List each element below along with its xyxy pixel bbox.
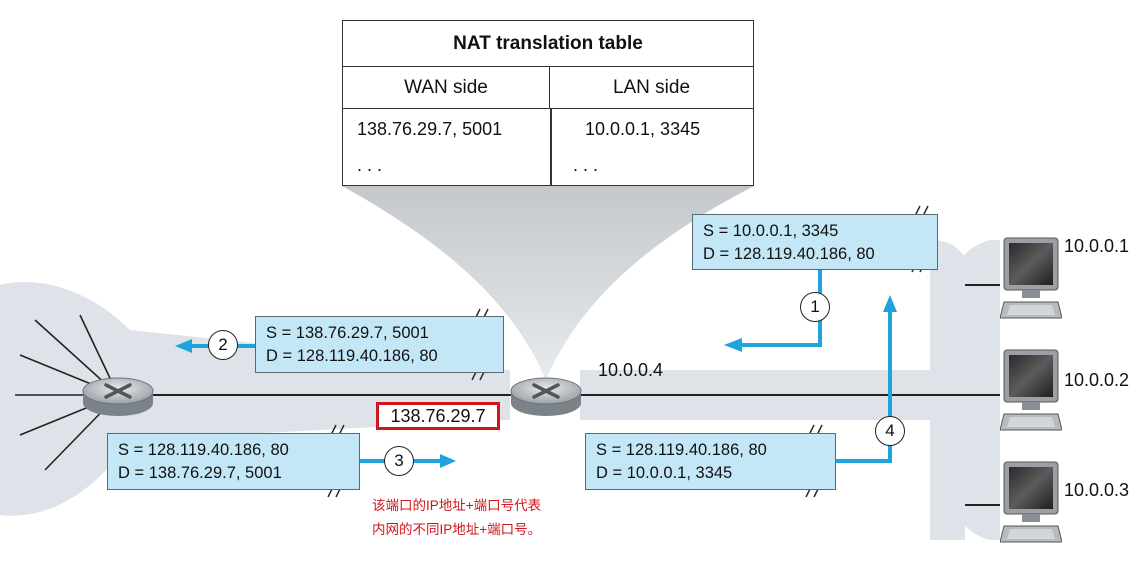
nat-row-lan: 10.0.0.1, 3345 <box>585 119 701 139</box>
arrow-heads <box>175 295 897 468</box>
packet-3-source: S = 128.119.40.186, 80 <box>118 441 289 459</box>
packet-1-source: S = 10.0.0.1, 3345 <box>703 222 839 240</box>
nat-table-divider <box>550 109 552 185</box>
arrow-4 <box>836 312 892 463</box>
host-1-ip: 10.0.0.1 <box>1064 236 1130 256</box>
nat-translation-table: NAT translation table WAN side LAN side … <box>342 20 754 186</box>
packet-3-destination: D = 138.76.29.7, 5001 <box>118 464 282 482</box>
step-1-badge: 1 <box>800 292 830 322</box>
nat-table-wan-header: WAN side <box>343 67 550 109</box>
isp-router <box>82 377 154 416</box>
internet-cloud <box>0 282 510 516</box>
lan-band <box>580 240 1000 540</box>
step-4-badge: 4 <box>875 416 905 446</box>
host-computer-icon <box>1000 349 1062 431</box>
packet-3: S = 128.119.40.186, 80 D = 138.76.29.7, … <box>107 433 360 490</box>
nat-table-lan-header: LAN side <box>550 67 753 109</box>
nat-table-title: NAT translation table <box>343 21 753 67</box>
nat-row-wan-ellipsis: . . . <box>357 155 383 175</box>
packet-4-destination: D = 10.0.0.1, 3345 <box>596 464 733 482</box>
host-computer-icon <box>1000 237 1062 319</box>
nat-row-lan-ellipsis: . . . <box>573 155 599 175</box>
packet-4-source: S = 128.119.40.186, 80 <box>596 441 767 459</box>
nat-router <box>510 377 582 416</box>
router-wan-ip-highlight: 138.76.29.7 <box>376 402 500 430</box>
host-2-ip: 10.0.0.2 <box>1064 370 1130 390</box>
step-3-badge: 3 <box>384 446 414 476</box>
packet-1: S = 10.0.0.1, 3345 D = 128.119.40.186, 8… <box>692 214 938 270</box>
packet-2: S = 138.76.29.7, 5001 D = 128.119.40.186… <box>255 316 504 373</box>
step-2-badge: 2 <box>208 330 238 360</box>
nat-row-wan: 138.76.29.7, 5001 <box>357 119 503 139</box>
host-3-ip: 10.0.0.3 <box>1064 480 1130 500</box>
packet-2-destination: D = 128.119.40.186, 80 <box>266 347 438 365</box>
packet-1-destination: D = 128.119.40.186, 80 <box>703 245 875 263</box>
packet-4: S = 128.119.40.186, 80 D = 10.0.0.1, 334… <box>585 433 836 490</box>
table-fan <box>342 186 754 380</box>
annotation-line-2: 内网的不同IP地址+端口号。 <box>372 522 542 537</box>
lan-vertical-band <box>930 240 965 540</box>
router-lan-ip: 10.0.0.4 <box>598 360 664 380</box>
packet-2-source: S = 138.76.29.7, 5001 <box>266 324 429 342</box>
host-links <box>930 284 1000 506</box>
annotation-line-1: 该端口的IP地址+端口号代表 <box>372 498 542 513</box>
host-computer-icon <box>1000 461 1062 543</box>
